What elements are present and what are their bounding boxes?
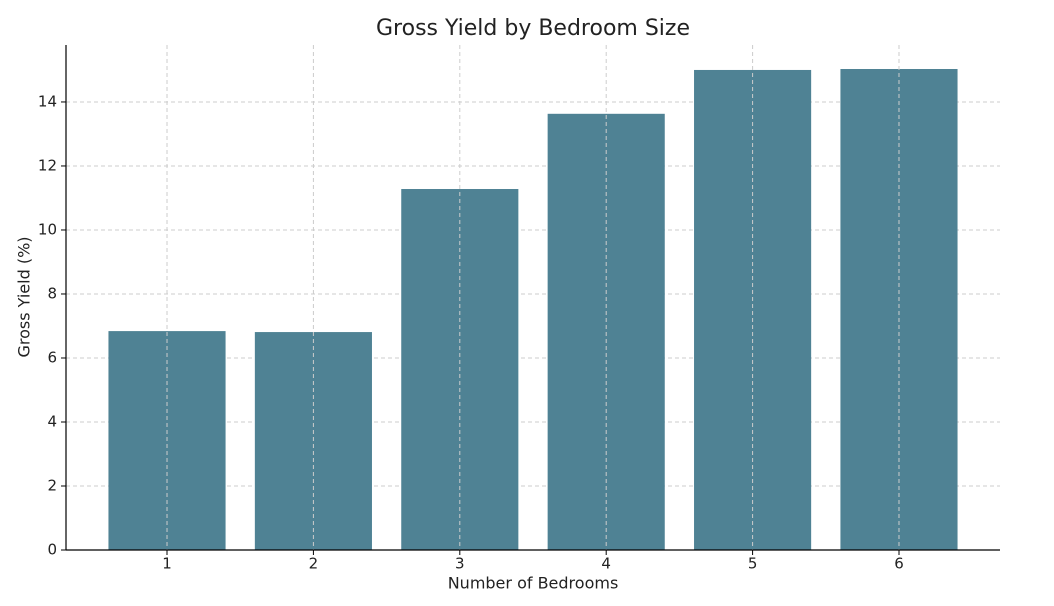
y-tick-label: 14 [38, 92, 57, 110]
y-tick-label: 0 [47, 541, 57, 559]
x-axis-label: Number of Bedrooms [448, 574, 619, 593]
y-tick-label: 6 [47, 348, 57, 366]
x-tick-label: 4 [601, 555, 611, 573]
x-tick-label: 6 [894, 555, 904, 573]
y-tick-label: 8 [47, 284, 57, 302]
y-tick-label: 10 [38, 220, 57, 238]
bar [694, 69, 812, 550]
y-tick-label: 12 [38, 156, 57, 174]
x-tick-label: 2 [309, 555, 319, 573]
y-tick-label: 4 [47, 412, 57, 430]
y-axis-label: Gross Yield (%) [15, 236, 34, 357]
bar [840, 69, 958, 551]
x-tick-label: 1 [162, 555, 172, 573]
chart-title: Gross Yield by Bedroom Size [376, 16, 690, 41]
y-tick-label: 2 [47, 476, 57, 494]
x-tick-label: 3 [455, 555, 465, 573]
x-tick-label: 5 [748, 555, 758, 573]
